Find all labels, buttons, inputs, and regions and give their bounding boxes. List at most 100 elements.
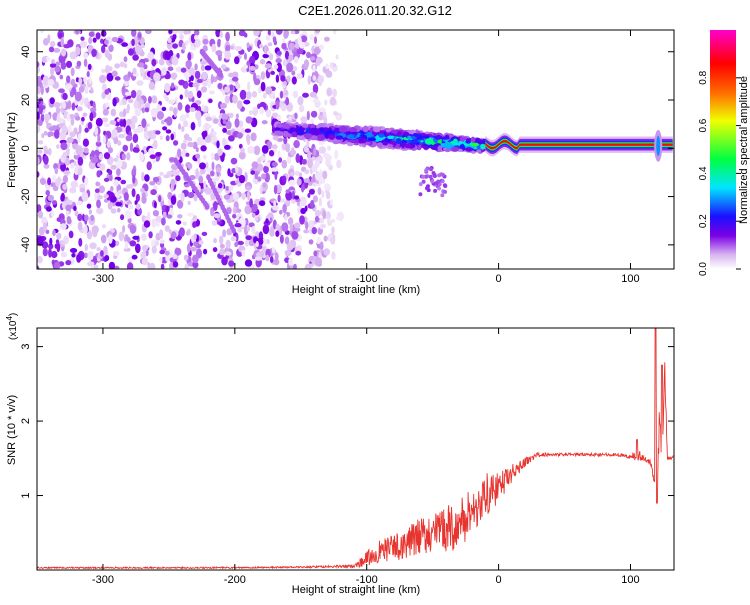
spectrogram-cell xyxy=(273,64,279,70)
spectrogram-cell xyxy=(133,128,141,134)
spectrogram-cell xyxy=(315,56,323,64)
spectrogram-cell xyxy=(236,132,243,139)
spectrogram-cell xyxy=(110,164,117,170)
spectrogram-cell xyxy=(362,125,369,133)
spectrogram-cell xyxy=(146,161,152,171)
spectrogram-cell xyxy=(656,135,661,156)
spectrogram-cell xyxy=(296,129,305,136)
spectrogram-cell xyxy=(245,235,252,241)
spectrogram-cell xyxy=(68,230,74,239)
spectrogram-cell xyxy=(127,48,135,56)
spectrogram-cell xyxy=(187,192,195,199)
spectrogram-cell xyxy=(131,115,138,124)
spectrogram-cell xyxy=(326,145,332,151)
spectrogram-cell xyxy=(321,190,325,199)
spectrogram-cell xyxy=(296,178,302,186)
spectrogram-cell xyxy=(285,97,290,106)
spectrogram-cell xyxy=(238,30,246,37)
spectrogram-cell xyxy=(333,111,338,116)
spectrogram-cell xyxy=(178,30,184,35)
spectrogram-cell xyxy=(272,135,279,141)
spectrogram-cell xyxy=(228,260,235,267)
spectrogram-cell xyxy=(307,193,311,198)
spectrogram-cell xyxy=(323,235,328,242)
spectrogram-cell xyxy=(180,67,187,73)
spectrogram-cell xyxy=(47,79,55,86)
spectrogram-cell xyxy=(47,34,51,44)
spectrogram-cell xyxy=(276,50,282,56)
spectrogram-cell xyxy=(126,152,131,161)
spectrogram-cell xyxy=(219,243,225,249)
spectrogram-cell xyxy=(177,123,182,130)
spectrogram-cell xyxy=(235,208,242,213)
spectrogram-cell xyxy=(251,161,259,169)
spectrogram-cell xyxy=(272,36,277,44)
spectrogram-cell xyxy=(129,240,137,247)
spectrogram-cell xyxy=(282,203,287,214)
spectrogram-cell xyxy=(89,242,97,250)
y-tick-label: 20 xyxy=(20,94,32,106)
spectrogram-cell xyxy=(245,91,252,100)
spectrogram-cell xyxy=(308,188,315,195)
spectrogram-cell xyxy=(45,190,50,196)
colorbar-gradient xyxy=(710,30,736,269)
spectrogram-cell xyxy=(131,254,138,260)
spectrogram-cell xyxy=(234,118,240,128)
spectrogram-cell xyxy=(164,82,171,93)
spectrogram-cell xyxy=(152,210,159,217)
spectrogram-cell xyxy=(230,236,237,242)
spectrogram-cell xyxy=(77,133,81,144)
spectrogram-cell xyxy=(88,36,93,45)
spectrogram-cell xyxy=(135,243,141,254)
spectrogram-cell xyxy=(282,175,287,184)
spectrogram-cell xyxy=(52,200,57,205)
spectrogram-cell xyxy=(150,189,157,196)
spectrogram-cell xyxy=(326,211,331,221)
spectrogram-cell xyxy=(80,40,87,48)
spectrogram-cell xyxy=(76,254,82,263)
spectrogram-cell xyxy=(117,133,126,139)
spectrogram-cell xyxy=(77,221,83,231)
spectrogram-cell xyxy=(200,145,207,152)
spectrogram-cell xyxy=(329,96,336,106)
spectrogram-cell xyxy=(37,156,40,166)
spectrogram-cell xyxy=(48,46,55,53)
spectrogram-cell xyxy=(160,119,165,125)
spectrogram-cell xyxy=(129,224,137,234)
colorbar-ticks: 0.0 0.2 0.4 0.6 0.8 xyxy=(698,70,741,276)
spectrogram-cell xyxy=(318,140,325,146)
spectrogram-cell xyxy=(221,256,228,266)
spectrogram-cell xyxy=(48,243,54,250)
spectrogram-cell xyxy=(102,135,107,144)
spectrogram-cell xyxy=(253,30,260,37)
spectrogram-cell xyxy=(261,120,268,125)
spectrogram-cell xyxy=(312,182,318,187)
spectrogram-cell xyxy=(279,198,286,203)
spectrogram-cell xyxy=(305,221,309,230)
spectrogram-cell xyxy=(303,133,313,139)
spectrogram-cell xyxy=(228,45,235,50)
spectrogram-cell xyxy=(295,250,302,256)
spectrogram-cell xyxy=(332,30,337,35)
y-tick-label: 40 xyxy=(20,46,32,58)
spectrogram-cell xyxy=(38,105,43,115)
spectrogram-cell xyxy=(182,42,186,51)
spectrogram-cell xyxy=(299,215,305,225)
spectrogram-cell xyxy=(177,102,183,111)
spectrogram-cell xyxy=(465,138,471,144)
spectrogram-cell xyxy=(101,117,109,123)
spectrogram-cell xyxy=(317,75,325,84)
spectrogram-cell xyxy=(88,76,92,85)
spectrogram-cell xyxy=(280,103,287,112)
spectrogram-cell xyxy=(108,234,113,244)
spectrogram-cell xyxy=(43,131,48,136)
spectrogram-cell xyxy=(253,145,261,156)
spectrogram-cell xyxy=(309,125,315,129)
spectrogram-cell xyxy=(74,210,79,217)
spectrogram-cell xyxy=(274,252,279,262)
spectrogram-cell xyxy=(259,197,266,202)
spectrogram-cell xyxy=(335,54,339,60)
spectrogram-cell xyxy=(309,127,318,133)
